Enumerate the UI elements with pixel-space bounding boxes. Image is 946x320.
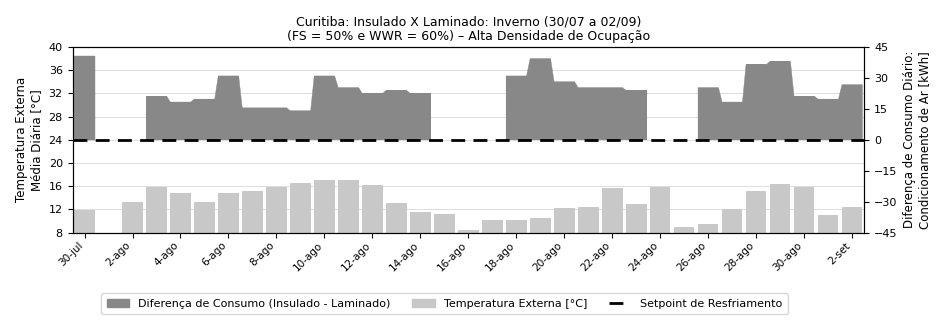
Bar [506, 220, 527, 233]
Bar [770, 184, 791, 233]
Bar [75, 210, 95, 233]
Bar [147, 96, 166, 140]
Bar [458, 230, 479, 233]
Bar [746, 64, 766, 140]
Bar [242, 191, 263, 233]
Bar [411, 93, 430, 140]
Bar [170, 102, 191, 140]
Bar [626, 91, 646, 140]
Bar [386, 203, 407, 233]
Bar [698, 224, 718, 233]
Bar [746, 191, 766, 233]
Polygon shape [147, 76, 430, 140]
Bar [386, 91, 407, 140]
Bar [650, 187, 671, 233]
Bar [578, 207, 599, 233]
Bar [362, 185, 382, 233]
Polygon shape [506, 59, 646, 140]
Bar [242, 108, 263, 140]
Bar [194, 203, 215, 233]
Bar [219, 76, 238, 140]
Bar [194, 99, 215, 140]
Bar [626, 204, 646, 233]
Bar [339, 88, 359, 140]
Bar [530, 59, 551, 140]
Bar [722, 102, 743, 140]
Bar [794, 187, 815, 233]
Y-axis label: Temperatura Externa
Média Diária [°C]: Temperatura Externa Média Diária [°C] [15, 77, 43, 202]
Bar [411, 212, 430, 233]
Bar [219, 193, 238, 233]
Bar [842, 207, 863, 233]
Bar [290, 111, 310, 140]
Bar [818, 215, 838, 233]
Bar [122, 203, 143, 233]
Bar [314, 180, 335, 233]
Bar [578, 88, 599, 140]
Bar [818, 99, 838, 140]
Bar [794, 96, 815, 140]
Bar [530, 218, 551, 233]
Bar [147, 187, 166, 233]
Legend: Diferença de Consumo (Insulado - Laminado), Temperatura Externa [°C], Setpoint d: Diferença de Consumo (Insulado - Laminad… [101, 293, 788, 315]
Bar [554, 82, 574, 140]
Bar [842, 85, 863, 140]
Bar [434, 214, 455, 233]
Title: Curitiba: Insulado X Laminado: Inverno (30/07 a 02/09)
(FS = 50% e WWR = 60%) – : Curitiba: Insulado X Laminado: Inverno (… [287, 15, 650, 43]
Bar [314, 76, 335, 140]
Bar [722, 209, 743, 233]
Bar [170, 193, 191, 233]
Bar [602, 88, 622, 140]
Bar [770, 61, 791, 140]
Bar [339, 180, 359, 233]
Bar [362, 93, 382, 140]
Bar [290, 183, 310, 233]
Y-axis label: Diferença de Consumo Diário:
Condicionamento de Ar [kWh]: Diferença de Consumo Diário: Condicionam… [903, 51, 931, 228]
Bar [266, 108, 287, 140]
Polygon shape [698, 61, 863, 140]
Bar [266, 187, 287, 233]
Bar [506, 76, 527, 140]
Bar [554, 208, 574, 233]
Bar [602, 188, 622, 233]
Bar [75, 56, 95, 140]
Polygon shape [75, 56, 95, 140]
Bar [698, 88, 718, 140]
Bar [482, 220, 502, 233]
Bar [674, 227, 694, 233]
